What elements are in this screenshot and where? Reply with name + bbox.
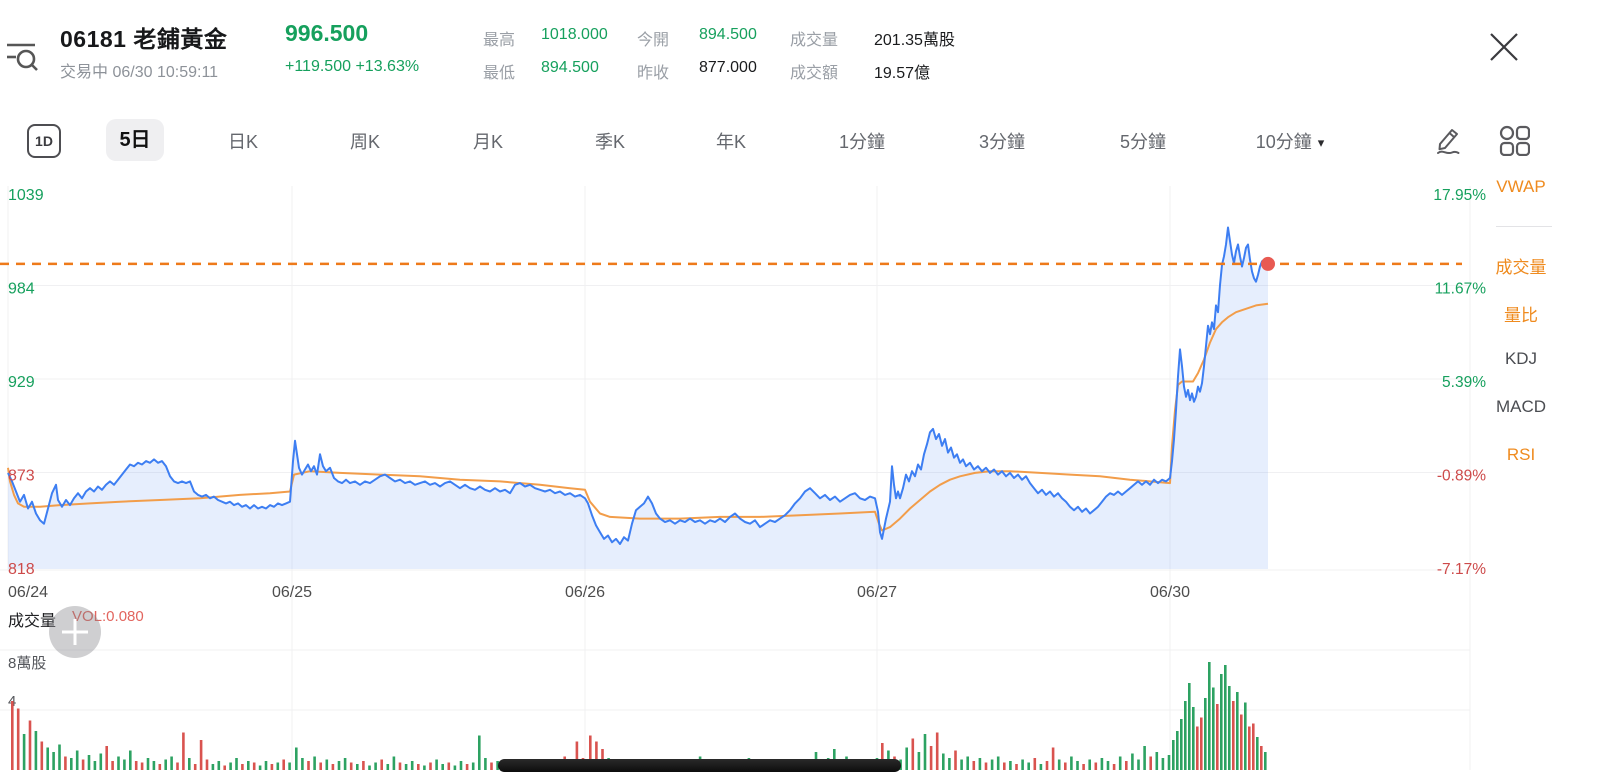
tab-day-k[interactable]: 日K [227, 132, 258, 152]
svg-text:8萬股: 8萬股 [8, 655, 46, 672]
tab-3min[interactable]: 3分鐘 [978, 132, 1025, 152]
chart-scrollbar-handle[interactable] [498, 759, 901, 772]
price-change: +119.500 [285, 58, 351, 75]
svg-text:11.67%: 11.67% [1435, 281, 1487, 298]
stat-open-value: 894.500 [699, 26, 757, 43]
sidebar-item-volume-ratio[interactable]: 量比 [1504, 306, 1538, 325]
svg-text:06/27: 06/27 [857, 584, 897, 601]
tab-5min[interactable]: 5分鐘 [1119, 132, 1166, 152]
stat-open-label: 今開 [637, 32, 670, 49]
svg-text:06/30: 06/30 [1150, 584, 1190, 601]
sidebar-item-vwap[interactable]: VWAP [1496, 177, 1546, 196]
trading-status: 交易中 [60, 64, 109, 81]
svg-text:-0.89%: -0.89% [1437, 468, 1486, 485]
stock-name: 老鋪黃金 [133, 26, 228, 52]
svg-text:929: 929 [8, 374, 35, 391]
tab-10min-dropdown[interactable]: 10分鐘 ▾ [1235, 128, 1345, 154]
stat-prevclose-label: 昨收 [637, 65, 670, 82]
svg-text:818: 818 [8, 561, 35, 578]
stat-turnover-value: 19.57億 [874, 65, 931, 82]
stat-high-value: 1018.000 [541, 26, 608, 43]
stat-low-label: 最低 [483, 65, 516, 82]
stat-volume-label: 成交量 [790, 32, 839, 49]
stat-prevclose-value: 877.000 [699, 59, 757, 76]
svg-text:06/24: 06/24 [8, 584, 48, 601]
stock-code: 06181 [60, 26, 127, 52]
svg-text:1039: 1039 [8, 187, 44, 204]
crosshair-fab-button[interactable] [49, 606, 101, 658]
sidebar-item-macd[interactable]: MACD [1495, 397, 1547, 416]
tab-year-k[interactable]: 年K [715, 132, 746, 152]
svg-text:984: 984 [8, 281, 35, 298]
pencil-icon [1437, 129, 1460, 155]
svg-text:-7.17%: -7.17% [1437, 561, 1486, 578]
price-change-pct: +13.63% [355, 58, 420, 75]
chevron-down-icon: ▾ [1317, 135, 1325, 150]
close-button[interactable] [1487, 30, 1521, 64]
tab-week-k[interactable]: 周K [349, 132, 380, 152]
search-icon-glyph [7, 43, 38, 71]
price-change-row: +119.500 +13.63% [285, 58, 419, 76]
plus-icon [62, 619, 88, 645]
volume-pane-title: 成交量 [8, 613, 57, 630]
search-icon[interactable] [4, 36, 44, 76]
current-price: 996.500 [285, 20, 369, 46]
indicator-layout-button[interactable] [1498, 124, 1531, 157]
volume-current-value: VOL:0.080 [72, 608, 144, 625]
stat-turnover-label: 成交額 [790, 65, 839, 82]
close-icon [1490, 33, 1518, 61]
tab-1min[interactable]: 1分鐘 [838, 132, 885, 152]
trading-status-row: 交易中 06/30 10:59:11 [60, 58, 218, 82]
sidebar-item-volume[interactable]: 成交量 [1495, 258, 1547, 277]
tab-quarter-k[interactable]: 季K [594, 132, 625, 152]
tab-10min-label: 10分鐘 [1255, 132, 1312, 152]
svg-text:06/26: 06/26 [565, 584, 605, 601]
sidebar-item-kdj[interactable]: KDJ [1504, 349, 1538, 368]
tab-month-k[interactable]: 月K [472, 132, 503, 152]
quote-datetime: 06/30 10:59:11 [112, 64, 219, 81]
sidebar-item-rsi[interactable]: RSI [1506, 445, 1536, 464]
svg-text:17.95%: 17.95% [1433, 187, 1486, 204]
stat-high-label: 最高 [483, 32, 516, 49]
tab-5day-active[interactable]: 5日 [106, 119, 164, 161]
tab-1d[interactable]: 1D [27, 124, 61, 158]
sidebar-divider [1496, 226, 1552, 227]
svg-text:5.39%: 5.39% [1442, 374, 1486, 391]
grid-layout-icon [1499, 125, 1531, 157]
stat-low-value: 894.500 [541, 59, 599, 76]
draw-tool-button[interactable] [1432, 124, 1464, 156]
svg-text:873: 873 [8, 468, 35, 485]
stat-volume-value: 201.35萬股 [874, 32, 955, 49]
svg-text:06/25: 06/25 [272, 584, 312, 601]
stock-title: 06181 老鋪黃金 [60, 20, 227, 54]
